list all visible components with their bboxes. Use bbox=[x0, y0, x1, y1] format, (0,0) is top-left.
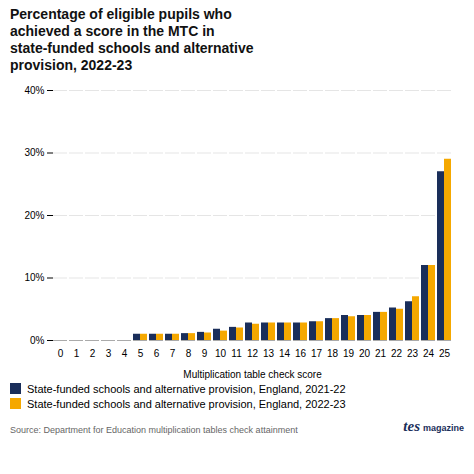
svg-text:5: 5 bbox=[138, 348, 144, 359]
svg-text:30%: 30% bbox=[24, 147, 44, 158]
html-text:State-funded schools and alter: State-funded schools and alternative pro… bbox=[27, 398, 346, 410]
svg-text:12: 12 bbox=[247, 348, 259, 359]
svg-text:19: 19 bbox=[343, 348, 355, 359]
svg-text:24: 24 bbox=[423, 348, 435, 359]
svg-text:14: 14 bbox=[279, 348, 291, 359]
svg-text:2: 2 bbox=[90, 348, 96, 359]
svg-text:22: 22 bbox=[391, 348, 403, 359]
svg-text:4: 4 bbox=[122, 348, 128, 359]
html-text:Percentage of eligible pupils: Percentage of eligible pupils who achiev… bbox=[10, 6, 254, 73]
svg-text:40%: 40% bbox=[24, 85, 44, 96]
svg-text:21: 21 bbox=[375, 348, 387, 359]
svg-text:Multiplication table check sco: Multiplication table check score bbox=[183, 369, 322, 380]
svg-text:0: 0 bbox=[58, 348, 64, 359]
svg-text:0%: 0% bbox=[30, 335, 45, 346]
svg-text:13: 13 bbox=[263, 348, 275, 359]
html-text:tes magazine: tes magazine bbox=[403, 418, 464, 434]
svg-text:17: 17 bbox=[311, 348, 323, 359]
svg-text:25: 25 bbox=[439, 348, 451, 359]
svg-text:8: 8 bbox=[186, 348, 192, 359]
html-text:State-funded schools and alter: State-funded schools and alternative pro… bbox=[27, 383, 346, 395]
svg-text:18: 18 bbox=[327, 348, 339, 359]
svg-text:10%: 10% bbox=[24, 272, 44, 283]
svg-text:7: 7 bbox=[170, 348, 176, 359]
svg-text:9: 9 bbox=[202, 348, 208, 359]
html-text:Source: Department for Educati: Source: Department for Education multipl… bbox=[10, 425, 298, 435]
svg-text:16: 16 bbox=[295, 348, 307, 359]
svg-text:20: 20 bbox=[359, 348, 371, 359]
svg-text:10: 10 bbox=[215, 348, 227, 359]
svg-text:1: 1 bbox=[74, 348, 80, 359]
svg-text:20%: 20% bbox=[24, 210, 44, 221]
svg-text:23: 23 bbox=[407, 348, 419, 359]
svg-text:11: 11 bbox=[231, 348, 242, 359]
svg-text:3: 3 bbox=[106, 348, 112, 359]
svg-text:6: 6 bbox=[154, 348, 160, 359]
